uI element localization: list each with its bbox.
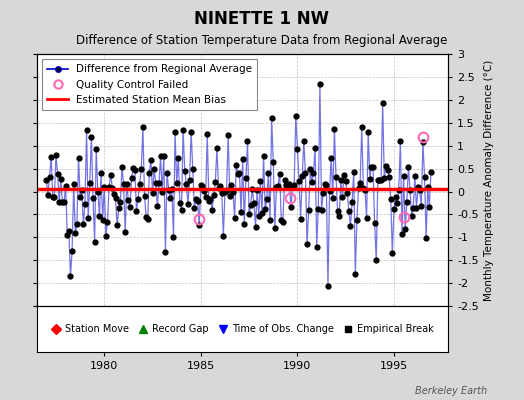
Y-axis label: Monthly Temperature Anomaly Difference (°C): Monthly Temperature Anomaly Difference (… bbox=[484, 60, 494, 301]
Text: Difference of Station Temperature Data from Regional Average: Difference of Station Temperature Data f… bbox=[77, 34, 447, 47]
Legend: Station Move, Record Gap, Time of Obs. Change, Empirical Break: Station Move, Record Gap, Time of Obs. C… bbox=[47, 320, 438, 338]
Text: NINETTE 1 NW: NINETTE 1 NW bbox=[194, 10, 330, 28]
Legend: Difference from Regional Average, Quality Control Failed, Estimated Station Mean: Difference from Regional Average, Qualit… bbox=[42, 59, 257, 110]
Text: Berkeley Earth: Berkeley Earth bbox=[415, 386, 487, 396]
